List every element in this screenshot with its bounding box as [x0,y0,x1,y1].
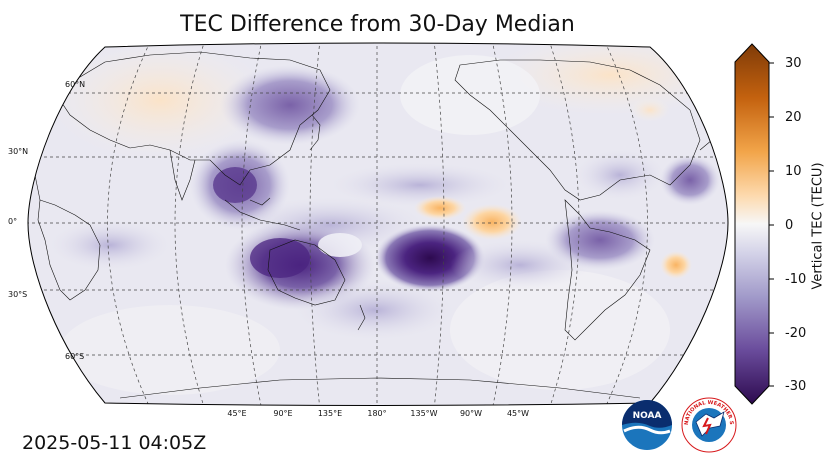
lon-label-135w: 135°W [410,409,438,418]
lat-label-30n: 30°N [8,147,29,156]
graticule [28,43,728,406]
svg-text:NOAA: NOAA [633,411,662,421]
lat-label-60s: 60°S [65,352,85,361]
colorbar [734,43,774,405]
lon-label-45e: 45°E [227,409,247,418]
lon-label-45w: 45°W [506,409,530,418]
lat-label-equator: 0° [8,217,18,226]
colorbar-ticks [769,62,774,387]
lon-label-90w: 90°W [459,409,483,418]
lat-label-60n: 60°N [65,80,86,89]
timestamp: 2025-05-11 04:05Z [22,432,207,454]
colorbar-tick-20: 20 [785,110,802,125]
colorbar-tick-0: 0 [785,218,794,233]
colorbar-tick-30: 30 [785,56,802,71]
colorbar-tick-minus30: -30 [785,379,807,394]
lon-label-135e: 135°E [317,409,343,418]
coastlines [34,51,713,399]
tec-field [28,43,728,406]
noaa-logo: NOAA [622,400,672,450]
colorbar-tick-minus20: -20 [785,326,807,341]
nws-logo: NATIONAL WEATHER SERVICE [680,396,737,453]
map-title: TEC Difference from 30-Day Median [180,12,575,37]
lon-label-90e: 90°E [273,409,293,418]
colorbar-tick-10: 10 [785,164,802,179]
colorbar-tick-minus10: -10 [785,272,807,287]
lat-label-30s: 30°S [8,290,28,299]
lon-label-180: 180° [367,409,387,418]
colorbar-label: Vertical TEC (TECU) [810,162,826,290]
